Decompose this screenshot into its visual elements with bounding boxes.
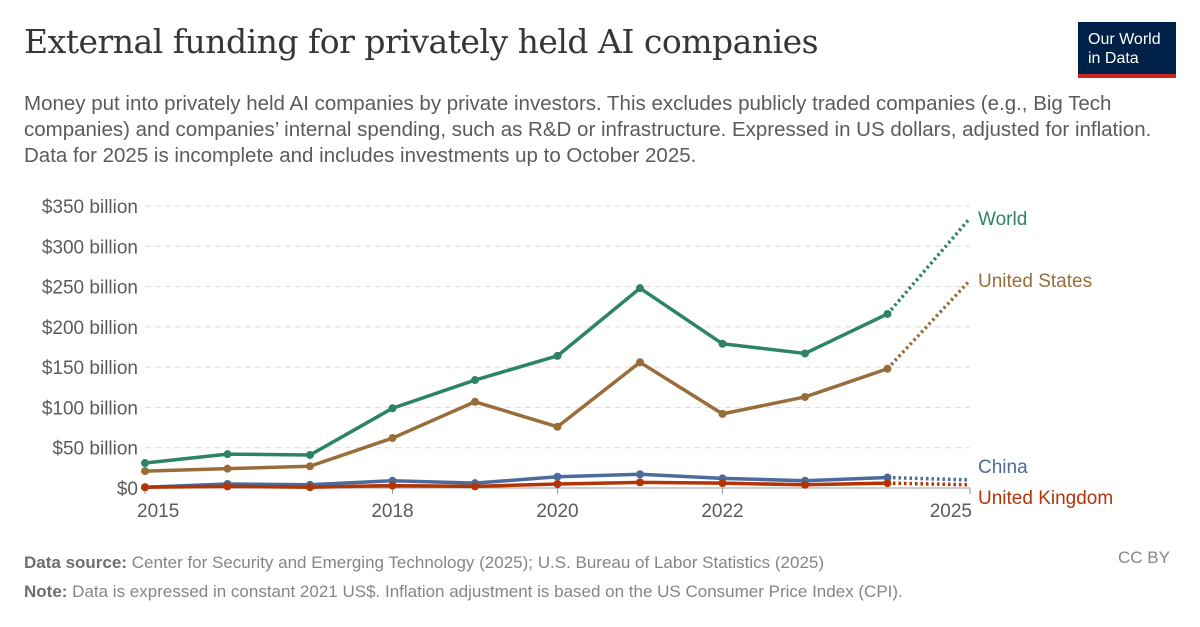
y-tick-label: $200 billion <box>42 318 138 339</box>
y-tick-label: $250 billion <box>42 278 138 299</box>
owid-logo[interactable]: Our World in Data <box>1078 22 1176 78</box>
data-point[interactable] <box>223 464 232 473</box>
data-point[interactable] <box>883 309 892 318</box>
series-line <box>144 480 888 489</box>
series-line-incomplete <box>887 475 971 482</box>
series-label: United Kingdom <box>978 488 1113 509</box>
y-tick-label: $50 billion <box>52 439 138 460</box>
x-tick-label: 2015 <box>137 501 179 522</box>
data-point[interactable] <box>141 467 149 476</box>
data-point[interactable] <box>801 392 809 401</box>
x-tick-label: 2018 <box>371 501 413 522</box>
y-tick-label: $300 billion <box>42 237 138 258</box>
data-point[interactable] <box>553 422 562 431</box>
data-point[interactable] <box>471 397 479 406</box>
chart-title: External funding for privately held AI c… <box>24 22 819 61</box>
series-line-incomplete <box>886 278 972 370</box>
data-point[interactable] <box>471 482 479 491</box>
logo-line1: Our World <box>1088 31 1161 48</box>
data-point[interactable] <box>141 459 149 468</box>
data-point[interactable] <box>883 473 892 482</box>
x-tick-label: 2020 <box>536 501 578 522</box>
series-united-kingdom[interactable]: United Kingdom <box>141 478 1113 509</box>
logo-line2: in Data <box>1088 50 1139 67</box>
data-point[interactable] <box>636 478 644 487</box>
footer: Data source: Center for Security and Eme… <box>24 548 903 606</box>
series-line <box>144 286 889 465</box>
series-label: China <box>978 457 1028 478</box>
data-note: Note: Data is expressed in constant 2021… <box>24 582 903 601</box>
data-point[interactable] <box>883 479 892 488</box>
x-tick-label: 2022 <box>701 501 743 522</box>
data-point[interactable] <box>801 480 809 489</box>
series-label: United States <box>978 271 1092 292</box>
data-point[interactable] <box>636 358 644 367</box>
series-line-incomplete <box>886 216 972 316</box>
series-line-incomplete <box>887 481 971 487</box>
data-point[interactable] <box>388 404 397 413</box>
data-point[interactable] <box>883 364 892 373</box>
data-point[interactable] <box>636 284 644 293</box>
data-point[interactable] <box>223 450 232 459</box>
data-point[interactable] <box>801 349 809 358</box>
data-point[interactable] <box>141 483 149 492</box>
data-point[interactable] <box>306 450 314 459</box>
data-point[interactable] <box>553 479 562 488</box>
series-line <box>144 472 888 489</box>
data-point[interactable] <box>388 434 397 443</box>
data-point[interactable] <box>388 481 397 490</box>
data-source: Data source: Center for Security and Eme… <box>24 553 825 572</box>
y-tick-label: $350 billion <box>42 197 138 218</box>
y-tick-label: $150 billion <box>42 358 138 379</box>
series-label: World <box>978 209 1027 230</box>
data-point[interactable] <box>553 351 562 360</box>
data-point[interactable] <box>636 470 644 479</box>
y-tick-label: $0 <box>117 479 138 500</box>
data-point[interactable] <box>718 339 727 348</box>
data-point[interactable] <box>223 482 232 491</box>
data-point[interactable] <box>553 472 562 481</box>
chart-subtitle: Money put into privately held AI compani… <box>24 92 1152 167</box>
series-line <box>144 360 889 473</box>
series-world[interactable]: World <box>141 209 1027 468</box>
x-tick-label: 2025 <box>930 501 972 522</box>
series-united-states[interactable]: United States <box>141 271 1092 476</box>
license[interactable]: CC BY <box>1118 548 1170 567</box>
data-point[interactable] <box>306 483 314 492</box>
y-tick-label: $100 billion <box>42 398 138 419</box>
data-point[interactable] <box>471 376 479 385</box>
data-point[interactable] <box>306 462 314 471</box>
data-point[interactable] <box>718 479 727 488</box>
data-point[interactable] <box>718 409 727 418</box>
